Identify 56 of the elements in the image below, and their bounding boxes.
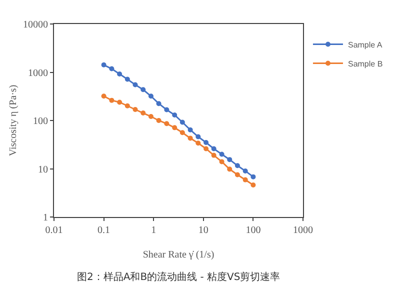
point <box>109 66 114 72</box>
point <box>211 152 216 158</box>
point <box>117 100 122 105</box>
point <box>109 98 114 103</box>
x-tick-label: 0.1 <box>98 225 110 236</box>
point <box>117 72 122 76</box>
y-tick-label: 1 <box>43 212 48 224</box>
point <box>164 121 170 126</box>
x-tick-label: 0.01 <box>45 225 63 236</box>
point <box>204 146 209 152</box>
point <box>140 110 146 116</box>
y-tick-label: 1000 <box>28 68 48 79</box>
y-tick-label: 100 <box>33 116 48 127</box>
point <box>140 87 146 92</box>
point <box>196 140 201 146</box>
point <box>124 76 130 82</box>
point <box>148 94 154 99</box>
y-tick-label: 10000 <box>23 20 48 30</box>
point <box>124 103 130 108</box>
point <box>250 174 256 180</box>
x-tick-label: 10 <box>198 225 208 236</box>
y-axis-title: Viscosity η (Pa·s) <box>8 84 19 156</box>
caption: 图2：样品A和B的流动曲线 - 粘度VS剪切速率 <box>77 271 280 283</box>
point <box>156 118 162 123</box>
point <box>172 112 178 118</box>
point <box>227 157 232 162</box>
point <box>242 177 248 182</box>
legend-label: Sample B <box>348 59 383 68</box>
x-tick-label: 100 <box>246 225 261 236</box>
point <box>101 62 106 68</box>
y-tick-label: 10 <box>38 164 48 176</box>
point <box>148 114 154 120</box>
point <box>132 82 138 88</box>
point <box>234 172 240 178</box>
point <box>227 166 232 172</box>
point <box>101 94 106 99</box>
point <box>180 130 185 136</box>
point <box>180 120 185 125</box>
x-tick-label: 1000 <box>293 225 313 236</box>
point <box>204 140 209 145</box>
point <box>132 107 138 112</box>
point <box>196 134 201 140</box>
point <box>188 136 193 141</box>
point <box>219 152 224 157</box>
point <box>234 163 240 168</box>
x-tick-label: 1 <box>151 225 156 236</box>
point <box>211 146 216 152</box>
point <box>156 101 162 106</box>
point <box>164 107 170 112</box>
point <box>219 159 224 164</box>
point <box>188 127 193 132</box>
legend-label: Sample A <box>348 40 383 50</box>
x-axis-title: Shear Rate γ̇ (1/s) <box>142 250 214 260</box>
point <box>242 168 248 174</box>
point <box>250 182 256 188</box>
point <box>172 125 178 130</box>
